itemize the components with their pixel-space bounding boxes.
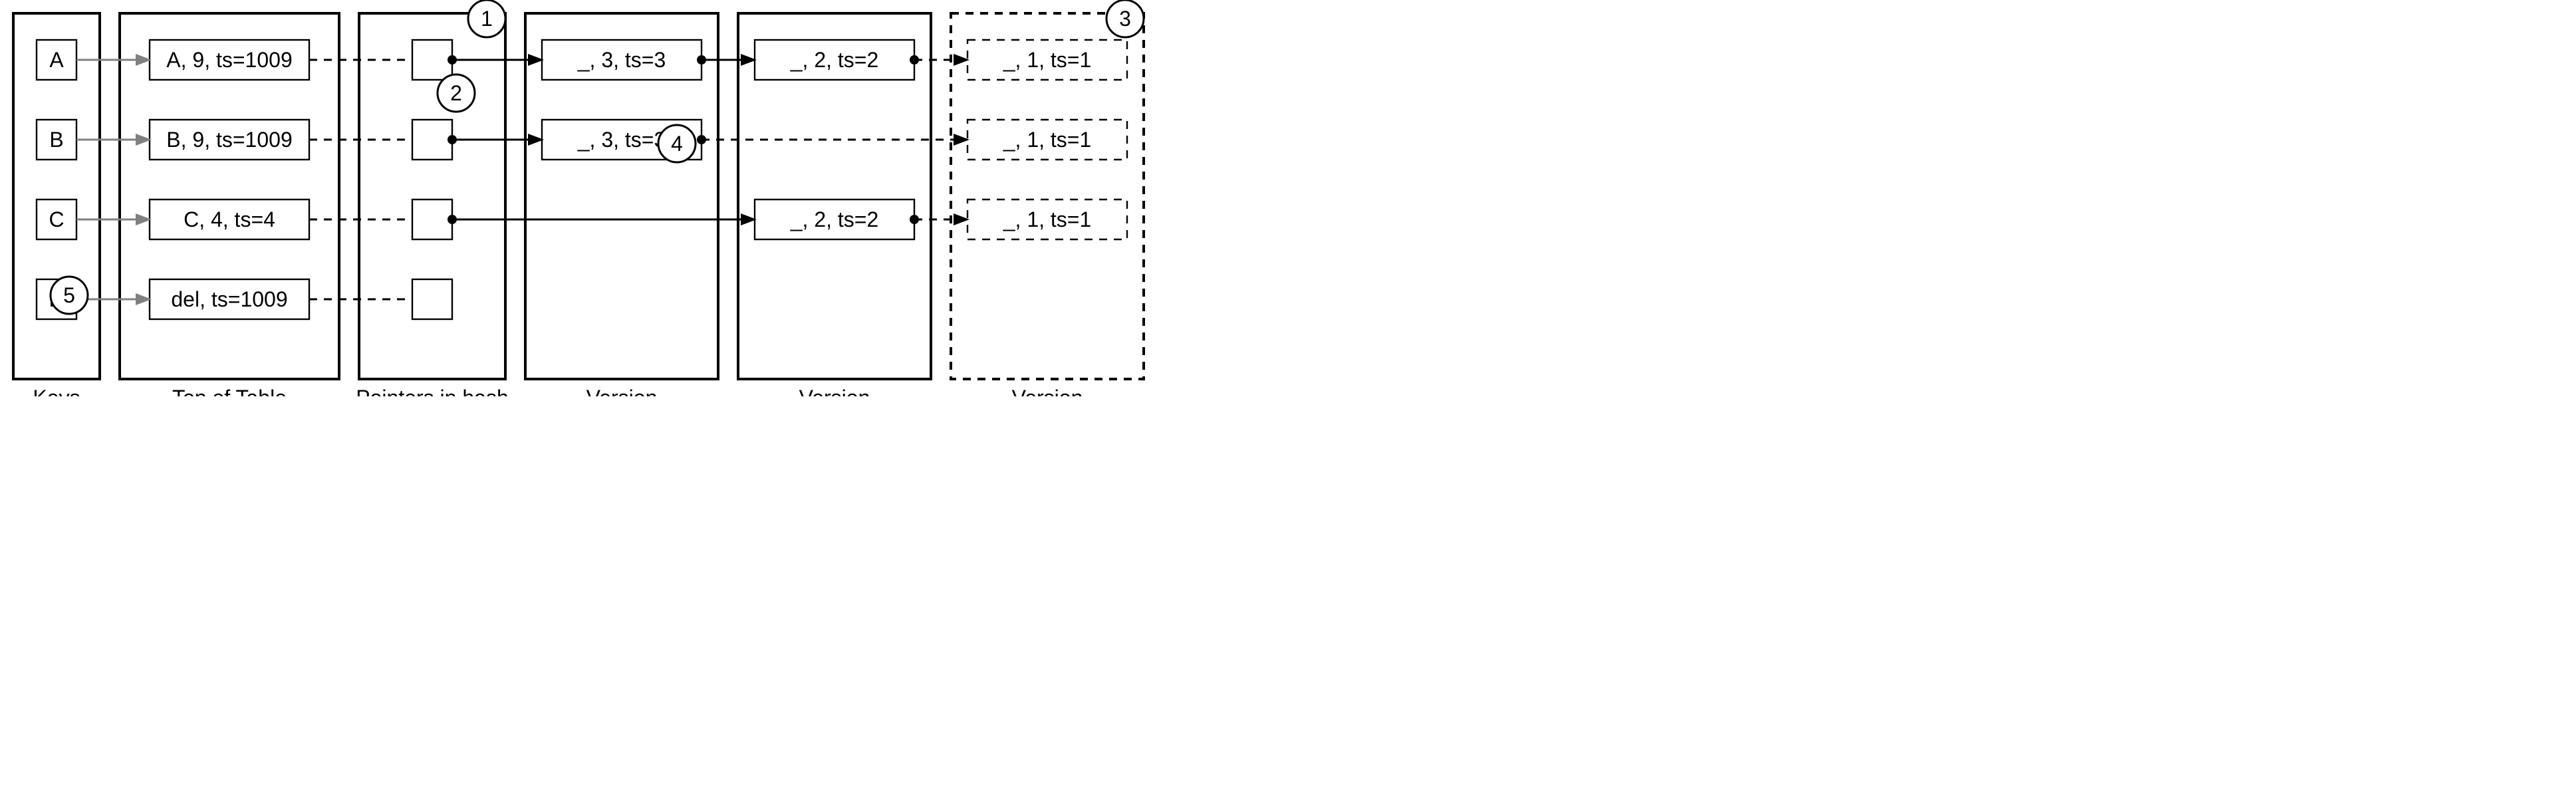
cell-label-keys-row1: B (49, 128, 63, 152)
edge-dot-11 (697, 55, 706, 65)
diagram-container: Keys Top of Table Pointers in hash Version V… (0, 0, 1288, 396)
column-label-version3: Version (586, 386, 658, 396)
cell-pointers-row2 (412, 199, 452, 239)
cell-label-toptable-row2: C, 4, ts=4 (184, 207, 275, 231)
cell-label-toptable-row1: B, 9, ts=1009 (166, 128, 292, 152)
cell-label-version1-row0: _, 1, ts=1 (1003, 48, 1092, 72)
column-label-pointers: Pointers in hash (356, 386, 508, 396)
edge-dot-9 (448, 135, 457, 144)
badge-label-1: 1 (481, 7, 493, 31)
cell-pointers-row0 (412, 40, 452, 80)
edge-dot-14 (910, 215, 919, 224)
cell-label-version3-row0: _, 3, ts=3 (577, 48, 666, 72)
badge-label-4: 4 (671, 132, 683, 156)
cell-label-keys-row0: A (49, 48, 64, 72)
cell-pointers-row3 (412, 279, 452, 319)
column-label-keys: Keys (33, 386, 80, 396)
cell-label-version3-row1: _, 3, ts=3 (577, 128, 666, 152)
cell-label-keys-row2: C (49, 207, 64, 231)
badge-label-5: 5 (63, 283, 75, 307)
cell-label-version1-row1: _, 1, ts=1 (1003, 128, 1092, 152)
edge-dot-12 (697, 135, 706, 144)
cell-label-version2-row2: _, 2, ts=2 (790, 207, 879, 231)
cell-label-version2-row0: _, 2, ts=2 (790, 48, 879, 72)
badge-label-3: 3 (1119, 7, 1131, 31)
edge-dot-13 (910, 55, 919, 65)
cell-label-toptable-row3: del, ts=1009 (171, 287, 287, 311)
column-label-version1: Version (1012, 386, 1083, 396)
cell-label-toptable-row0: A, 9, ts=1009 (166, 48, 292, 72)
column-label-version2: Version (799, 386, 870, 396)
badge-label-2: 2 (450, 81, 462, 105)
diagram-svg: Keys Top of Table Pointers in hash Version V… (0, 0, 1288, 396)
cell-label-version1-row2: _, 1, ts=1 (1003, 207, 1092, 231)
edge-dot-8 (448, 55, 457, 65)
edge-dot-10 (448, 215, 457, 224)
column-label-toptable: Top of Table (172, 386, 287, 396)
cell-pointers-row1 (412, 120, 452, 160)
